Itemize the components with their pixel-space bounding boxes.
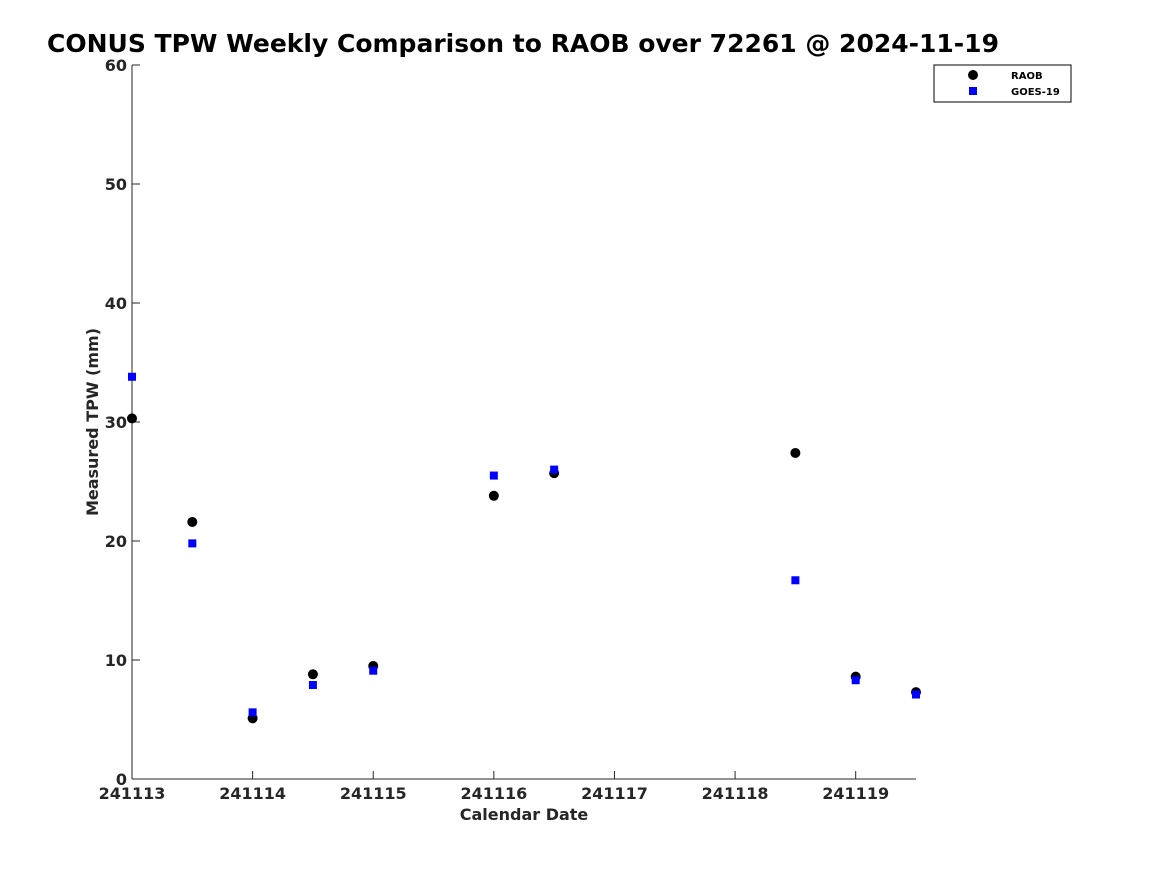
goes-19-point: [248, 708, 257, 717]
raob-point: [307, 669, 318, 680]
goes-19-point: [791, 576, 800, 585]
x-tick-label: 241119: [822, 784, 889, 803]
y-axis-ticks: 0 10 20 30 40 50 60: [105, 56, 140, 789]
y-tick-label: 20: [105, 532, 127, 551]
goes-19-point: [851, 676, 860, 685]
y-axis-label: Measured TPW (mm): [83, 328, 102, 516]
chart-title: CONUS TPW Weekly Comparison to RAOB over…: [47, 29, 999, 58]
y-tick-label: 10: [105, 651, 127, 670]
raob-point: [127, 413, 137, 424]
goes-19-point: [369, 666, 378, 675]
data-markers: [127, 372, 921, 724]
x-axis-label: Calendar Date: [460, 805, 589, 824]
x-tick-label: 241116: [460, 784, 527, 803]
legend-label-raob: RAOB: [1011, 71, 1043, 82]
legend-label-goes-19: GOES-19: [1011, 87, 1060, 98]
goes-19-point: [308, 680, 317, 689]
goes-19-point: [912, 690, 920, 699]
y-tick-label: 50: [105, 175, 127, 194]
x-tick-label: 241115: [340, 784, 407, 803]
x-tick-label: 241118: [702, 784, 769, 803]
x-axis-ticks: 241113 241114 241115 241116 241117 241118 2411…: [99, 771, 889, 803]
y-tick-label: 0: [116, 770, 127, 789]
legend-marker-goes-19: [969, 87, 977, 95]
raob-point: [790, 447, 801, 458]
legend-marker-raob: [968, 70, 978, 80]
raob-point: [187, 516, 198, 527]
plot-area: [131, 65, 916, 780]
goes-19-point: [188, 539, 197, 548]
goes-19-point: [489, 471, 498, 480]
x-tick-label: 241113: [99, 784, 166, 803]
goes-19-point: [550, 465, 559, 474]
x-tick-label: 241117: [581, 784, 648, 803]
x-tick-label: 241114: [219, 784, 286, 803]
y-tick-label: 60: [105, 56, 127, 75]
goes-19-point: [128, 372, 136, 381]
y-tick-label: 40: [105, 294, 127, 313]
legend: RAOB GOES-19: [933, 64, 1072, 103]
raob-point: [488, 490, 499, 501]
legend-box: [933, 64, 1072, 103]
y-tick-label: 30: [105, 413, 127, 432]
